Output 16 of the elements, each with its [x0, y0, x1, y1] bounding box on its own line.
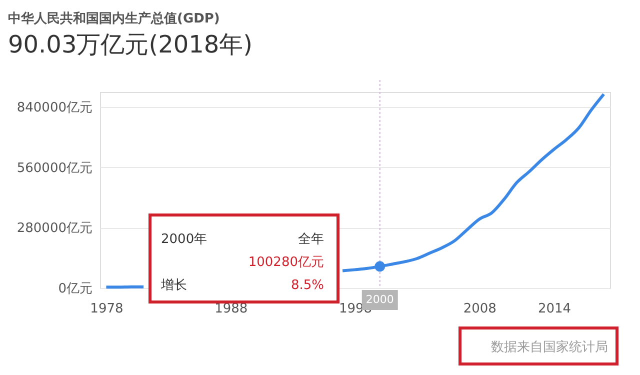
x-tick-label: 2014 [538, 302, 572, 316]
annotation: 2000年 [161, 232, 208, 247]
annotation: 增长 [160, 278, 187, 293]
x-tick-label: 1978 [90, 302, 124, 316]
y-tick-label: 560000亿元 [16, 160, 92, 176]
annotation: 100280亿元 [248, 255, 324, 270]
annotation: 全年 [298, 232, 324, 247]
y-tick-label: 280000亿元 [16, 221, 92, 236]
y-tick-label: 0亿元 [58, 282, 92, 296]
text: 数据来自国家统计局 [491, 339, 608, 355]
y-tick-label: 840000亿元 [16, 100, 92, 116]
x-tick-label: 2008 [463, 302, 496, 316]
ref-line-label: 2000 [366, 293, 394, 306]
annotation: 8.5% [290, 278, 324, 293]
chart-title: 中华人民共和国国内生产总值(GDP) [8, 10, 220, 26]
chart-subtitle: 90.03万亿元(2018年) [8, 30, 253, 58]
